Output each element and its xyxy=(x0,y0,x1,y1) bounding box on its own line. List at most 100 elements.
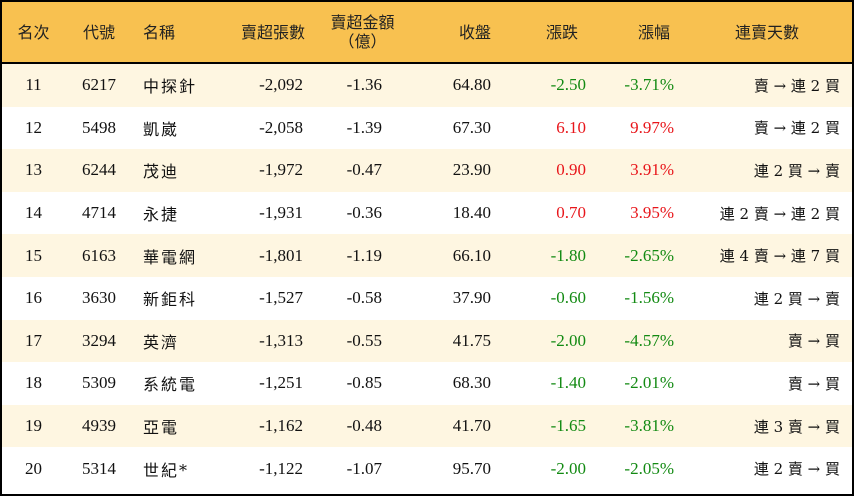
close-price-cell: 41.75 xyxy=(414,319,505,363)
close-price-cell: 64.80 xyxy=(414,63,505,107)
sell-streak-cell: 賣 → 買 xyxy=(787,374,840,393)
change-cell: 6.10 xyxy=(556,117,586,137)
close-price-cell: 41.70 xyxy=(414,404,505,448)
sell-shares-cell: -2,092 xyxy=(213,63,311,107)
change-cell: -1.40 xyxy=(550,373,586,393)
change-cell: 0.90 xyxy=(505,149,592,192)
rank-cell: 13 xyxy=(2,149,65,192)
header-close: 收盤 xyxy=(414,2,505,64)
stock-name-cell: 凱崴 xyxy=(143,119,180,139)
table-row: 20 5314 世紀* -1,122 -1.07 95.70 -2.00 -2.05% 連 2 … xyxy=(2,447,852,490)
header-code: 代號 xyxy=(65,2,133,64)
rank-cell: 20 xyxy=(25,458,42,478)
code-cell: 3630 xyxy=(82,288,116,308)
sell-amount-cell: -0.55 xyxy=(311,319,414,363)
code-cell: 4939 xyxy=(65,404,133,448)
close-price-cell: 95.70 xyxy=(452,458,491,478)
table-row: 11 6217 中探針 -2,092 -1.36 64.80 -2.50 -3.71% 賣 → … xyxy=(2,63,852,107)
rank-cell: 15 xyxy=(2,234,65,277)
header-sell-streak: 連賣天數 xyxy=(682,2,852,64)
code-cell: 6163 xyxy=(65,234,133,277)
sell-amount-cell: -0.36 xyxy=(346,203,382,223)
rank-cell: 17 xyxy=(2,319,65,363)
sell-shares-cell: -1,527 xyxy=(259,288,303,308)
sell-amount-cell: -0.47 xyxy=(311,149,414,192)
sell-streak-cell: 連 3 賣 → 買 xyxy=(682,404,852,448)
header-rank: 名次 xyxy=(2,2,65,64)
close-price-cell: 66.10 xyxy=(414,234,505,277)
close-price-cell: 67.30 xyxy=(452,117,491,137)
code-cell: 6217 xyxy=(65,63,133,107)
sell-shares-cell: -1,801 xyxy=(213,234,311,277)
change-pct-cell: -3.81% xyxy=(592,404,682,448)
stock-name-cell: 世紀* xyxy=(143,460,190,480)
change-pct-cell: 3.95% xyxy=(630,203,674,223)
close-price-cell: 23.90 xyxy=(414,149,505,192)
rank-cell: 18 xyxy=(25,373,42,393)
change-cell: -0.60 xyxy=(550,288,586,308)
code-cell: 6244 xyxy=(65,149,133,192)
code-cell: 4714 xyxy=(82,203,116,223)
stock-name-cell: 亞電 xyxy=(133,404,213,448)
sell-amount-cell: -0.58 xyxy=(346,288,382,308)
change-pct-cell: -1.56% xyxy=(624,288,674,308)
sell-shares-cell: -1,162 xyxy=(213,404,311,448)
table-row: 18 5309 系統電 -1,251 -0.85 68.30 -1.40 -2.01% 賣 → … xyxy=(2,362,852,405)
table-row: 17 3294 英濟 -1,313 -0.55 41.75 -2.00 -4.57% 賣 → 買 xyxy=(2,319,852,363)
change-cell: 0.70 xyxy=(556,203,586,223)
sell-amount-cell: -1.39 xyxy=(346,117,382,137)
sell-streak-cell: 賣 → 連 2 買 xyxy=(753,119,840,138)
table-row: 15 6163 華電網 -1,801 -1.19 66.10 -1.80 -2.65% 連 4 … xyxy=(2,234,852,277)
sell-shares-cell: -1,931 xyxy=(259,203,303,223)
rank-cell: 16 xyxy=(25,288,42,308)
close-price-cell: 18.40 xyxy=(452,203,491,223)
rank-cell: 11 xyxy=(2,63,65,107)
change-pct-cell: -2.05% xyxy=(624,458,674,478)
change-pct-cell: -2.01% xyxy=(624,373,674,393)
change-pct-cell: -3.71% xyxy=(592,63,682,107)
stock-name-cell: 永捷 xyxy=(143,205,180,225)
stock-name-cell: 中探針 xyxy=(133,63,213,107)
change-cell: -2.50 xyxy=(505,63,592,107)
table-row: 13 6244 茂迪 -1,972 -0.47 23.90 0.90 3.91% 連 2 買 →… xyxy=(2,149,852,192)
header-name: 名稱 xyxy=(133,2,213,64)
sell-shares-cell: -1,972 xyxy=(213,149,311,192)
change-pct-cell: -2.65% xyxy=(592,234,682,277)
rank-cell: 19 xyxy=(2,404,65,448)
change-pct-cell: -4.57% xyxy=(592,319,682,363)
sell-amount-cell: -1.19 xyxy=(311,234,414,277)
sell-streak-cell: 連 2 買 → 賣 xyxy=(753,289,840,308)
table-row: 14 4714 永捷 -1,931 -0.36 18.40 0.70 3.95% 連 2 賣 →… xyxy=(2,192,852,235)
sell-amount-cell: -1.07 xyxy=(346,458,382,478)
change-cell: -2.00 xyxy=(550,458,586,478)
header-row: 名次 代號 名稱 賣超張數 賣超金額 （億） 收盤 漲跌 漲幅 連賣天數 xyxy=(2,2,852,64)
stock-name-cell: 系統電 xyxy=(143,375,198,395)
header-change: 漲跌 xyxy=(505,2,592,64)
sell-amount-cell: -0.85 xyxy=(346,373,382,393)
change-pct-cell: 3.91% xyxy=(592,149,682,192)
close-price-cell: 68.30 xyxy=(452,373,491,393)
sell-amount-cell: -1.36 xyxy=(311,63,414,107)
stock-name-cell: 華電網 xyxy=(133,234,213,277)
code-cell: 5309 xyxy=(82,373,116,393)
change-cell: -2.00 xyxy=(505,319,592,363)
close-price-cell: 37.90 xyxy=(452,288,491,308)
table-row: 16 3630 新鉅科 -1,527 -0.58 37.90 -0.60 -1.56% 連 2 … xyxy=(2,277,852,320)
code-cell: 3294 xyxy=(65,319,133,363)
sell-streak-cell: 賣 → 連 2 買 xyxy=(682,63,852,107)
sell-streak-cell: 連 4 賣 → 連 7 買 xyxy=(682,234,852,277)
change-cell: -1.65 xyxy=(505,404,592,448)
header-sell-amount: 賣超金額 （億） xyxy=(311,2,414,64)
sell-streak-cell: 連 2 賣 → 連 2 買 xyxy=(719,204,840,223)
sell-streak-cell: 賣 → 買 xyxy=(682,319,852,363)
rank-cell: 14 xyxy=(25,203,42,223)
sell-shares-cell: -1,251 xyxy=(259,373,303,393)
code-cell: 5314 xyxy=(82,458,116,478)
header-sell-shares: 賣超張數 xyxy=(213,2,311,64)
stock-name-cell: 英濟 xyxy=(133,319,213,363)
sell-amount-cell: -0.48 xyxy=(311,404,414,448)
change-pct-cell: 9.97% xyxy=(630,117,674,137)
sell-shares-cell: -1,313 xyxy=(213,319,311,363)
rank-cell: 12 xyxy=(25,117,42,137)
header-change-pct: 漲幅 xyxy=(592,2,682,64)
